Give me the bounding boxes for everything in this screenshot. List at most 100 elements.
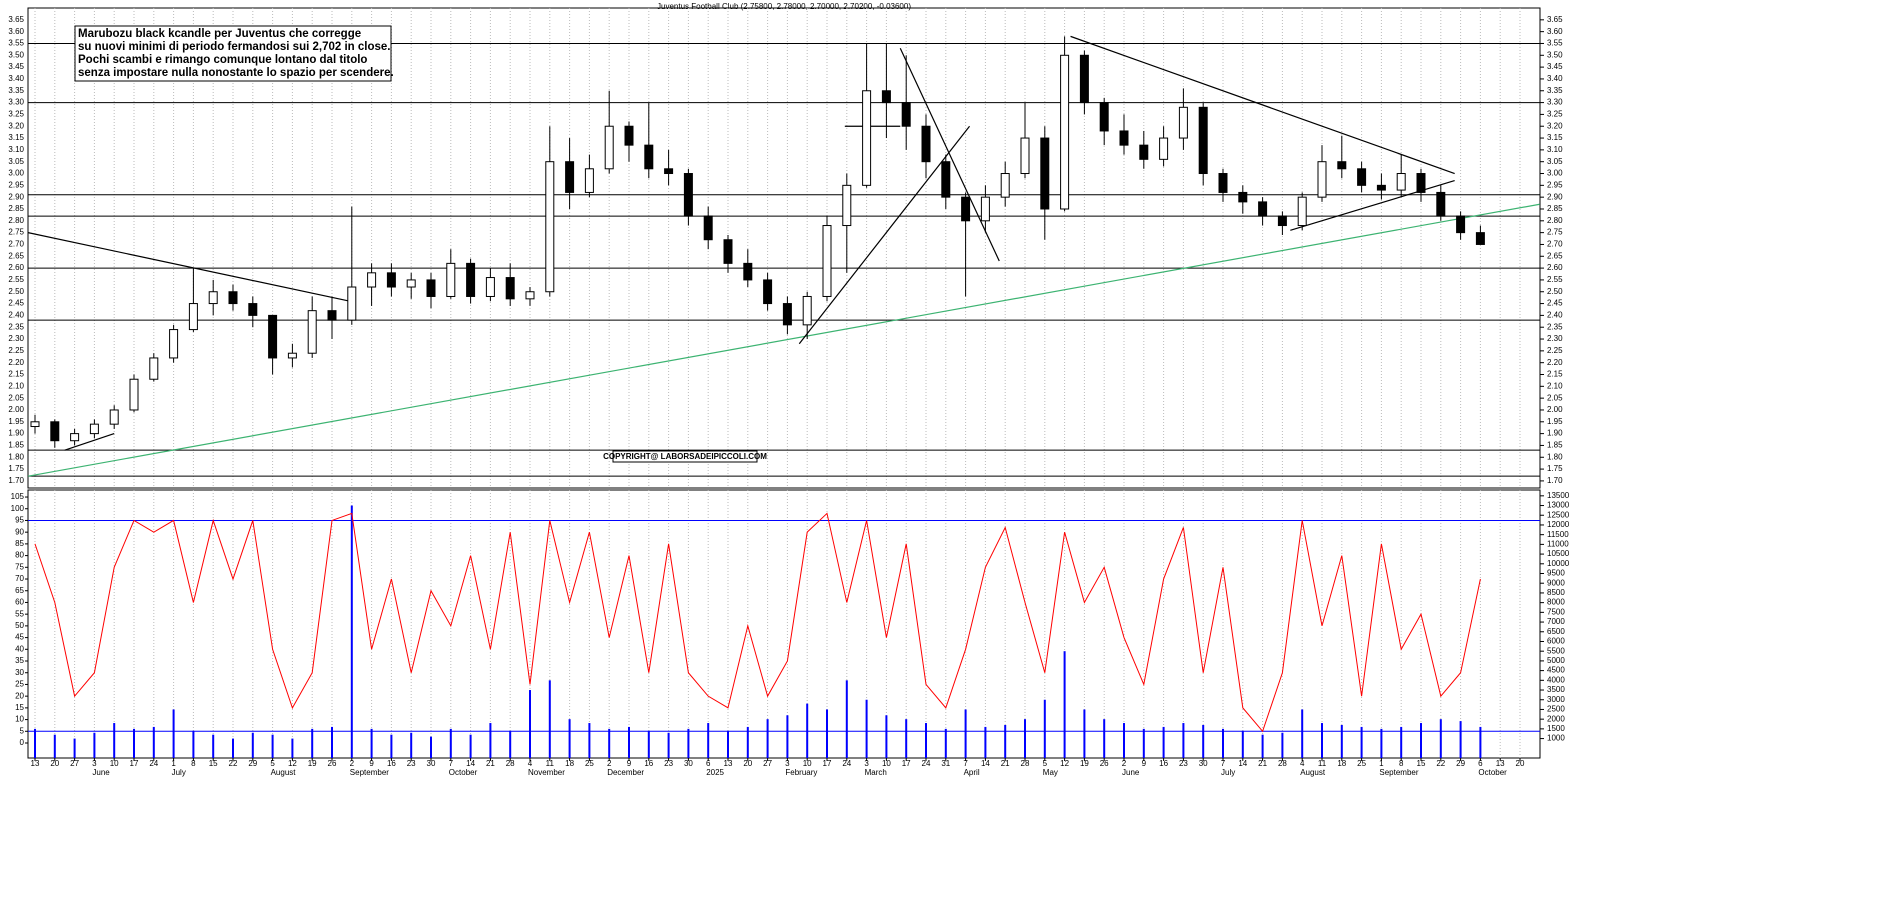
y-tick-label: 55 <box>15 609 24 618</box>
volume-bar <box>509 730 512 758</box>
y-tick-label: 100 <box>11 504 25 513</box>
candle-body <box>188 303 198 331</box>
y-tick-label: 2.50 <box>1547 287 1563 296</box>
y2-tick-label: 6000 <box>1547 637 1565 646</box>
x-tick-label: 18 <box>565 759 574 768</box>
candle-body <box>624 125 634 146</box>
trend-line <box>64 433 115 451</box>
y-tick-label: 2.25 <box>1547 346 1563 355</box>
x-tick-label: 10 <box>882 759 891 768</box>
y-tick-label: 3.05 <box>1547 157 1563 166</box>
x-tick-label: 7 <box>449 759 454 768</box>
y2-tick-label: 9000 <box>1547 578 1565 587</box>
x-tick-label: 21 <box>1001 759 1010 768</box>
copyright: COPYRIGHT@ LABORSADEIPICCOLI.COM <box>603 452 767 461</box>
x-tick-label: 27 <box>763 759 772 768</box>
annotation-line: Pochi scambi e rimango comunque lontano … <box>78 54 367 66</box>
y-tick-label: 20 <box>15 691 24 700</box>
volume-bar <box>647 730 650 758</box>
y-tick-label: 10 <box>15 715 24 724</box>
x-tick-label: 10 <box>803 759 812 768</box>
candle-body <box>822 225 832 297</box>
y-tick-label: 3.40 <box>1547 74 1563 83</box>
candle-body <box>327 310 337 321</box>
y-tick-label: 2.20 <box>1547 358 1563 367</box>
candle-body <box>763 279 773 305</box>
candle-body <box>1139 144 1149 160</box>
volume-bar <box>944 728 947 758</box>
candle-body <box>307 310 317 354</box>
x-tick-label: 20 <box>50 759 59 768</box>
x-tick-label: 2 <box>350 759 355 768</box>
y-tick-label: 1.70 <box>8 476 24 485</box>
candle-body <box>802 295 812 326</box>
volume-bar <box>370 728 373 758</box>
x-tick-label: 1 <box>171 759 176 768</box>
y-tick-label: 2.95 <box>8 180 24 189</box>
y-tick-label: 2.60 <box>8 263 24 272</box>
candle-body <box>386 272 396 288</box>
y-tick-label: 3.55 <box>1547 39 1563 48</box>
x-tick-label: 24 <box>922 759 931 768</box>
x-tick-label: 7 <box>1221 759 1226 768</box>
y-tick-label: 3.40 <box>8 74 24 83</box>
volume-bar <box>1400 726 1403 758</box>
y-tick-label: 3.45 <box>1547 62 1563 71</box>
volume-bar <box>1281 732 1284 758</box>
volume-bar <box>331 726 333 758</box>
y-tick-label: 65 <box>15 586 24 595</box>
volume-bar <box>390 734 393 758</box>
y-tick-label: 2.00 <box>8 405 24 414</box>
x-tick-label: 30 <box>1199 759 1208 768</box>
month-label: July <box>172 768 186 777</box>
x-tick-label: 26 <box>328 759 337 768</box>
volume-bar <box>53 734 56 758</box>
y-tick-label: 3.05 <box>8 157 24 166</box>
trend-line <box>1070 35 1455 175</box>
candle-body <box>842 184 852 227</box>
x-tick-label: 29 <box>1456 759 1465 768</box>
x-tick-label: 7 <box>963 759 968 768</box>
y-tick-label: 3.60 <box>8 27 24 36</box>
y-tick-label: 2.55 <box>1547 275 1563 284</box>
trend-line <box>798 125 971 345</box>
x-tick-label: 17 <box>130 759 139 768</box>
x-tick-label: 13 <box>724 759 733 768</box>
y-tick-label: 1.95 <box>8 417 24 426</box>
candle-body <box>1337 161 1347 170</box>
y2-tick-label: 2000 <box>1547 714 1565 723</box>
y-tick-label: 3.10 <box>1547 145 1563 154</box>
candle-body <box>1099 102 1109 132</box>
volume-bar <box>291 738 294 758</box>
y-tick-label: 40 <box>15 644 24 653</box>
candle-body <box>89 423 99 435</box>
volume-bar <box>1321 723 1323 758</box>
y-tick-label: 2.95 <box>1547 180 1563 189</box>
annotation-line: senza impostare nulla nonostante lo spaz… <box>78 67 394 79</box>
volume-bar <box>845 680 848 758</box>
candle-body <box>703 215 713 241</box>
volume-bar <box>1479 726 1482 758</box>
volume-bar <box>1222 728 1224 758</box>
x-tick-label: 12 <box>1060 759 1069 768</box>
y-tick-label: 1.85 <box>8 441 24 450</box>
volume-bar <box>885 715 888 758</box>
y-tick-label: 1.80 <box>1547 452 1563 461</box>
x-tick-label: 18 <box>1337 759 1346 768</box>
candle-body <box>1218 173 1228 193</box>
x-tick-label: 12 <box>288 759 297 768</box>
y-tick-label: 3.35 <box>1547 86 1563 95</box>
x-tick-label: 28 <box>506 759 515 768</box>
candle-body <box>881 90 891 104</box>
annotation: Marubozu black kcandle per Juventus che … <box>74 25 394 82</box>
x-tick-label: 16 <box>387 759 396 768</box>
x-tick-label: 15 <box>209 759 218 768</box>
month-label: August <box>1300 768 1326 777</box>
volume-bar <box>251 732 254 758</box>
y-tick-label: 3.00 <box>8 169 24 178</box>
volume-bar <box>152 726 155 758</box>
y-tick-label: 2.65 <box>8 251 24 260</box>
y2-tick-label: 1000 <box>1547 734 1565 743</box>
